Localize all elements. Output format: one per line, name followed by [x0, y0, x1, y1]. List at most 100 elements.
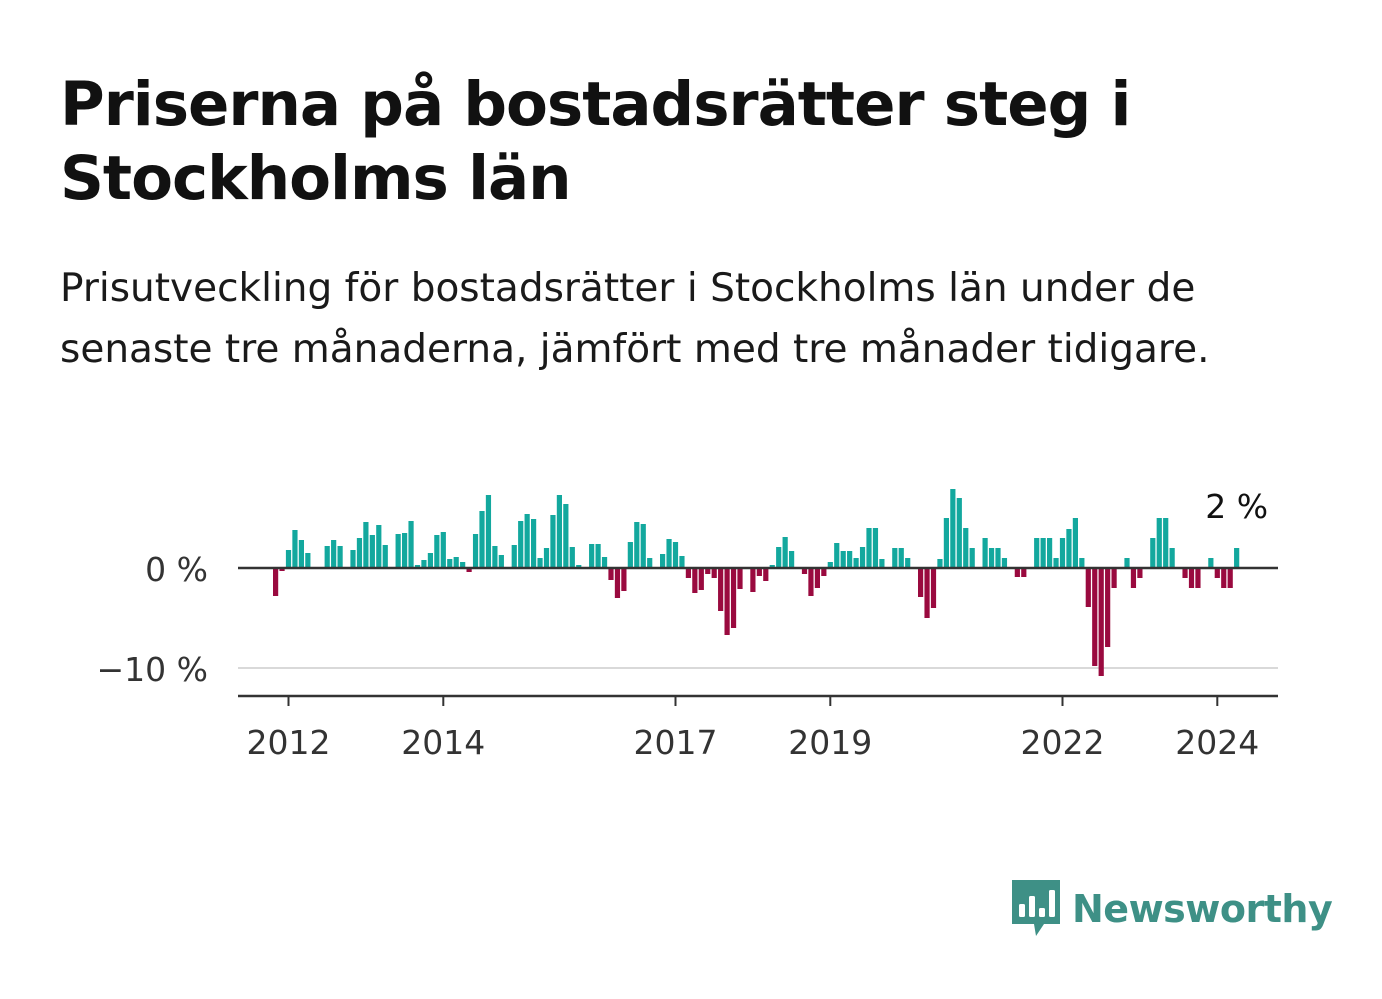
- bar: [930, 568, 937, 608]
- bar: [705, 568, 711, 574]
- bar: [724, 568, 730, 635]
- bar: [440, 532, 446, 568]
- bar: [782, 537, 788, 568]
- bar: [769, 565, 775, 568]
- bar: [1227, 568, 1233, 588]
- bar: [589, 544, 595, 568]
- bar: [898, 548, 904, 568]
- bar: [1124, 558, 1130, 568]
- brand-logo[interactable]: Newsworthy: [1010, 878, 1333, 940]
- bar: [395, 534, 401, 568]
- bar: [647, 558, 653, 568]
- bar: [285, 550, 292, 568]
- bar: [1156, 518, 1162, 568]
- bar: [331, 540, 337, 568]
- bar: [421, 560, 427, 568]
- chart-subtitle: Prisutveckling för bostadsrätter i Stock…: [60, 266, 1210, 372]
- bar: [1021, 568, 1027, 577]
- bar: [1169, 548, 1175, 568]
- bar: [1214, 568, 1220, 578]
- last-value-label: 2 %: [1205, 487, 1268, 526]
- bar: [511, 545, 517, 568]
- bar: [466, 568, 472, 572]
- bar: [698, 568, 704, 590]
- bar: [821, 568, 827, 576]
- bar: [621, 568, 627, 591]
- bar: [601, 557, 608, 568]
- chart-title: Priserna på bostadsrätter steg i Stockho…: [60, 69, 1131, 214]
- bar: [963, 528, 969, 568]
- bar: [472, 534, 479, 568]
- y-tick-label: 0 %: [145, 550, 208, 589]
- bar: [1188, 568, 1195, 588]
- bar: [550, 515, 556, 568]
- bar: [1234, 548, 1240, 568]
- bar: [518, 521, 524, 568]
- bar: [524, 514, 530, 568]
- x-tick-label: 2012: [247, 723, 331, 762]
- bar: [1163, 518, 1169, 568]
- bar: [305, 553, 311, 568]
- bar: [950, 489, 956, 568]
- bar: [730, 568, 737, 628]
- bar: [634, 522, 640, 568]
- bar: [711, 568, 717, 578]
- bar: [563, 504, 569, 568]
- bar: [672, 542, 679, 568]
- bar-chart: 0 % −10 % 2012 2014 2017 2019 2022 2024 2 %: [97, 487, 1278, 762]
- bar: [1047, 538, 1053, 568]
- bar: [1001, 558, 1008, 568]
- bar: [1034, 538, 1040, 568]
- bar: [937, 559, 943, 568]
- x-tick-label: 2017: [634, 723, 718, 762]
- bar: [853, 558, 859, 568]
- bar: [988, 548, 995, 568]
- bar: [1059, 538, 1066, 568]
- bar: [982, 538, 988, 568]
- bar: [969, 548, 975, 568]
- bar: [408, 521, 414, 568]
- x-tick-label: 2019: [788, 723, 872, 762]
- bar: [1182, 568, 1188, 578]
- bar: [382, 545, 388, 568]
- bar: [905, 558, 911, 568]
- newsworthy-logo-icon: [1012, 880, 1060, 936]
- bar: [789, 551, 795, 568]
- bar: [750, 568, 756, 592]
- bar: [1092, 568, 1098, 666]
- bar: [737, 568, 743, 589]
- bar: [537, 558, 543, 568]
- bar: [666, 539, 672, 568]
- bar: [847, 551, 853, 568]
- bar: [292, 530, 298, 568]
- bar: [1208, 558, 1214, 568]
- bar: [414, 565, 421, 568]
- bar: [1085, 568, 1091, 607]
- bar: [543, 548, 550, 568]
- bar: [273, 568, 279, 596]
- bar: [492, 546, 498, 568]
- bar: [1014, 568, 1020, 577]
- bar: [1195, 568, 1201, 588]
- bar: [402, 533, 408, 568]
- bar: [614, 568, 621, 598]
- bar: [1130, 568, 1137, 588]
- bar: [918, 568, 924, 597]
- bar: [924, 568, 930, 618]
- bar: [1066, 529, 1072, 568]
- bar: [460, 562, 466, 568]
- bar: [808, 568, 814, 596]
- bar: [1040, 538, 1046, 568]
- bar: [814, 568, 820, 588]
- bar: [1221, 568, 1227, 588]
- bar: [892, 548, 898, 568]
- bar: [350, 550, 356, 568]
- bar: [718, 568, 724, 611]
- bar: [324, 546, 330, 568]
- bar: [427, 553, 433, 568]
- bar: [776, 547, 782, 568]
- bar: [369, 535, 375, 568]
- bar: [1137, 568, 1143, 578]
- bar: [660, 554, 666, 568]
- bar: [859, 547, 866, 568]
